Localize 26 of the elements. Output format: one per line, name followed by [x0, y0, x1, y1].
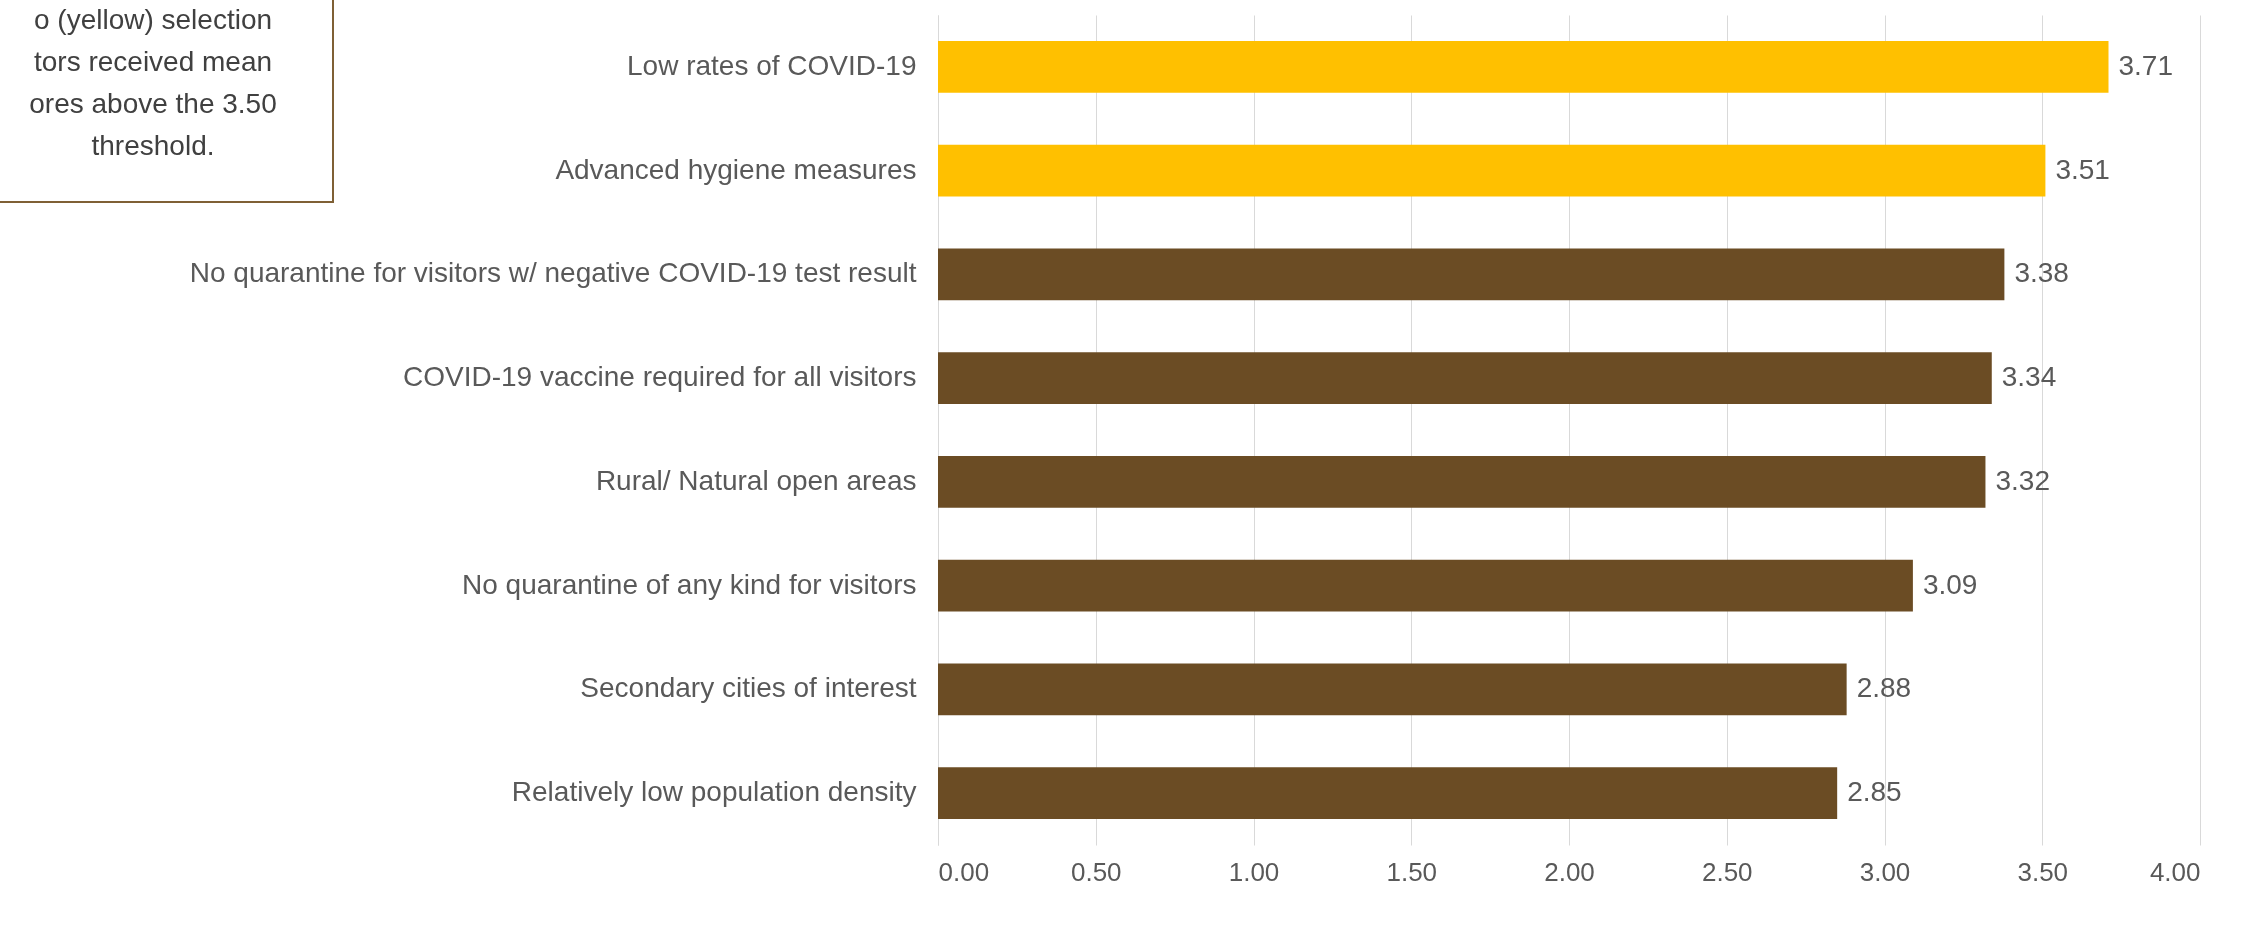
y-tick-label: COVID-19 vaccine required for all visitors	[402, 361, 917, 393]
y-tick-label: Secondary cities of interest	[580, 672, 917, 704]
y-tick-label: No quarantine for visitors w/ negative COVID-19 test result	[189, 257, 917, 289]
y-tick-label: Rural/ Natural open areas	[595, 464, 917, 496]
data-label: 2.85	[1847, 776, 1902, 808]
y-tick-label: No quarantine of any kind for visitors	[462, 568, 917, 600]
data-label: 3.09	[1922, 568, 1978, 600]
data-label: 3.51	[2055, 153, 2110, 185]
x-tick-label: 0.50	[1070, 856, 1122, 887]
x-tick-label: 3.50	[2017, 856, 2069, 887]
x-tick-label: 0.00	[938, 856, 990, 887]
x-tick-label: 3.00	[1859, 856, 1911, 887]
data-label: 3.34	[2001, 361, 2057, 393]
data-label: 3.32	[1995, 464, 2050, 496]
text: o (yellow) selection tors received mean ores above the 3.50 threshold.	[29, 4, 277, 161]
x-tick-label: 4.00	[2149, 856, 2201, 887]
y-tick-label: Relatively low population density	[511, 776, 917, 808]
x-tick-label: 1.50	[1386, 856, 1438, 887]
data-label: 3.71	[2118, 49, 2173, 81]
y-tick-label: Low rates of COVID-19	[627, 49, 917, 81]
x-tick-label: 2.50	[1701, 856, 1753, 887]
data-label: 3.38	[2014, 257, 2069, 289]
y-tick-label: Advanced hygiene measures	[555, 153, 917, 185]
data-label: 2.88	[1856, 672, 1912, 704]
x-tick-label: 1.00	[1228, 856, 1280, 887]
x-tick-label: 2.00	[1544, 856, 1595, 887]
